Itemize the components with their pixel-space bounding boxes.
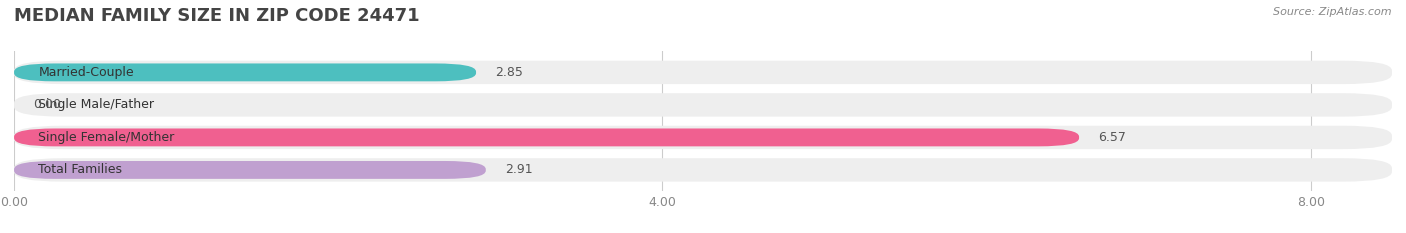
- FancyBboxPatch shape: [14, 93, 1392, 116]
- FancyBboxPatch shape: [14, 61, 1392, 84]
- FancyBboxPatch shape: [14, 63, 477, 81]
- Text: 0.00: 0.00: [34, 98, 62, 111]
- FancyBboxPatch shape: [14, 126, 1392, 149]
- Text: 6.57: 6.57: [1098, 131, 1126, 144]
- Text: Married-Couple: Married-Couple: [38, 66, 134, 79]
- Text: Total Families: Total Families: [38, 163, 122, 176]
- FancyBboxPatch shape: [14, 161, 486, 179]
- FancyBboxPatch shape: [14, 128, 1078, 146]
- Text: 2.85: 2.85: [495, 66, 523, 79]
- Text: Single Male/Father: Single Male/Father: [38, 98, 155, 111]
- Text: Single Female/Mother: Single Female/Mother: [38, 131, 174, 144]
- FancyBboxPatch shape: [14, 158, 1392, 182]
- Text: MEDIAN FAMILY SIZE IN ZIP CODE 24471: MEDIAN FAMILY SIZE IN ZIP CODE 24471: [14, 7, 419, 25]
- Text: Source: ZipAtlas.com: Source: ZipAtlas.com: [1274, 7, 1392, 17]
- Text: 2.91: 2.91: [505, 163, 533, 176]
